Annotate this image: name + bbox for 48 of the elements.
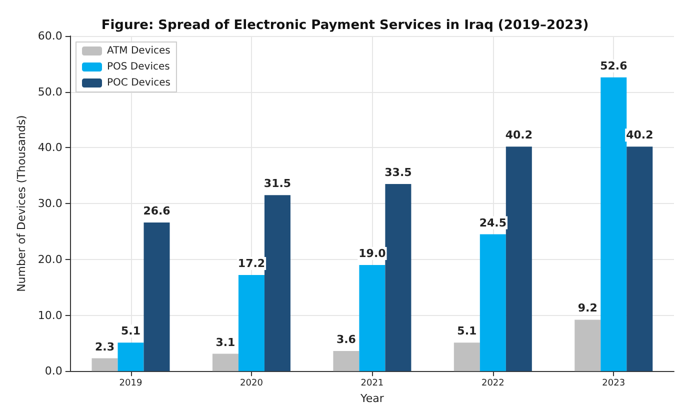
bar <box>480 234 506 372</box>
data-label: 24.5 <box>479 216 506 230</box>
bar <box>626 146 653 372</box>
data-label: 5.1 <box>457 324 477 338</box>
bar <box>264 195 290 372</box>
bar <box>454 342 480 372</box>
x-tick-label: 2023 <box>602 378 626 389</box>
data-label: 9.2 <box>578 302 598 315</box>
bar <box>92 358 118 372</box>
y-tick-label: 20.0 <box>38 252 62 266</box>
bar <box>574 320 601 372</box>
x-tick-label: 2021 <box>360 378 384 389</box>
y-tick-label: 40.0 <box>38 141 62 154</box>
x-axis-title: Year <box>360 392 384 405</box>
y-tick-label: 60.0 <box>38 30 62 42</box>
y-axis-title: Number of Devices (Thousands) <box>15 115 28 292</box>
legend-label: POC Devices <box>107 78 170 88</box>
x-tick-label: 2020 <box>240 378 264 389</box>
y-tick-label: 0.0 <box>44 364 62 378</box>
legend-label: ATM Devices <box>107 46 170 56</box>
bar <box>144 222 170 372</box>
bar <box>359 264 386 372</box>
bar <box>506 146 532 372</box>
data-label: 3.6 <box>336 332 356 346</box>
data-label: 52.6 <box>600 59 628 72</box>
x-tick-label: 2019 <box>119 378 142 389</box>
y-tick-label: 50.0 <box>38 85 62 98</box>
data-label: 3.1 <box>216 336 236 349</box>
bar <box>118 342 144 372</box>
x-tick-label: 2022 <box>481 378 504 389</box>
y-tick-label: 30.0 <box>38 197 62 210</box>
data-label: 26.6 <box>143 204 171 218</box>
bar <box>238 275 264 372</box>
data-label: 33.5 <box>384 166 412 180</box>
data-label: 2.3 <box>95 340 115 354</box>
data-label: 5.1 <box>121 324 141 338</box>
data-label: 31.5 <box>264 177 292 190</box>
bar <box>333 350 360 372</box>
data-label: 40.2 <box>626 128 654 142</box>
legend-label: POS Devices <box>107 62 170 72</box>
data-label: 17.2 <box>238 257 266 270</box>
bar <box>600 77 627 372</box>
bar <box>212 354 238 372</box>
bar <box>385 184 412 372</box>
data-label: 40.2 <box>505 128 532 142</box>
y-tick-label: 10.0 <box>38 308 62 322</box>
chart-title: Figure: Spread of Electronic Payment Services in Iraq (2019–2023) <box>101 18 589 33</box>
data-label: 19.0 <box>358 246 386 260</box>
